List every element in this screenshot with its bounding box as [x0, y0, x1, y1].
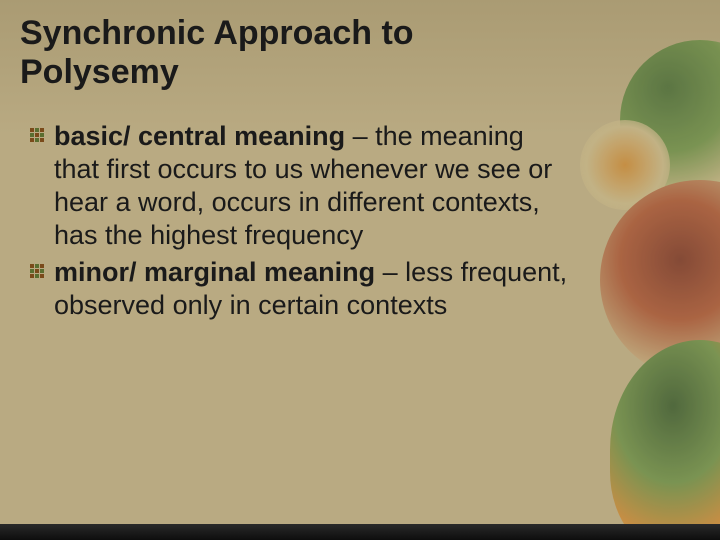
swirl-icon [610, 340, 720, 540]
list-item: basic/ central meaning – the meaning tha… [30, 120, 570, 252]
slide: Synchronic Approach to Polysemy basic/ c… [0, 0, 720, 540]
bullet-list: basic/ central meaning – the meaning tha… [30, 120, 570, 326]
page-title: Synchronic Approach to Polysemy [20, 14, 580, 92]
decorative-swirls [580, 0, 720, 540]
bullet-text: basic/ central meaning – the meaning tha… [54, 120, 570, 252]
footer-bar [0, 524, 720, 540]
list-item: minor/ marginal meaning – less frequent,… [30, 256, 570, 322]
bullet-icon [30, 128, 48, 146]
bullet-bold: basic/ central meaning [54, 121, 345, 151]
bullet-text: minor/ marginal meaning – less frequent,… [54, 256, 570, 322]
bullet-icon [30, 264, 48, 282]
bullet-bold: minor/ marginal meaning [54, 257, 375, 287]
